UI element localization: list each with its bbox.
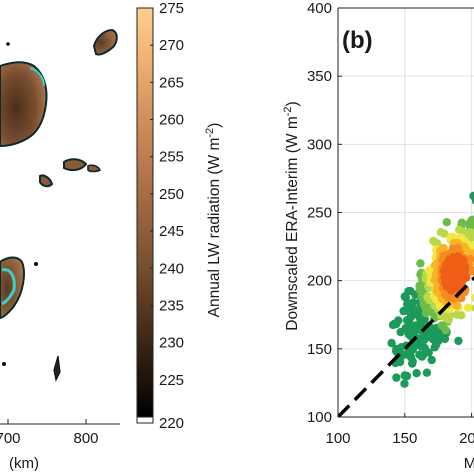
x-axis-label: M: [464, 455, 474, 472]
map-islet: [2, 362, 6, 366]
colorbar-label: Annual LW radiation (W m-2): [204, 123, 223, 318]
scatter-point: [440, 229, 449, 238]
colorbar-tick-label: 240: [159, 260, 184, 277]
map-islet: [87, 164, 102, 173]
map-x-tick-label: 800: [73, 430, 98, 447]
scatter-point: [427, 355, 436, 365]
scatter-point: [422, 368, 432, 377]
y-tick-label: 150: [307, 341, 332, 358]
colorbar-tick-label: 275: [159, 0, 184, 17]
y-tick-label: 350: [307, 68, 332, 85]
colorbar-tick-label: 225: [159, 372, 184, 389]
colorbar-tick-label: 255: [159, 149, 184, 166]
colorbar-gradient: [137, 8, 153, 417]
scatter-panel: 100 150 200 250 300 350 400 100 150 200 (b) Down…: [282, 0, 474, 472]
scatter-point: [416, 259, 425, 268]
map-island-large: [0, 61, 48, 148]
scatter-point: [387, 338, 396, 348]
colorbar-tick-label: 260: [159, 112, 184, 129]
x-tick-label: 150: [392, 430, 417, 447]
y-tick-label: 100: [307, 409, 332, 426]
map-panel: 700 800 (km): [0, 28, 120, 472]
scatter-point: [408, 298, 418, 307]
y-tick-label: 400: [307, 0, 332, 17]
y-tick-label: 300: [307, 136, 332, 153]
x-tick-label: 100: [325, 430, 350, 447]
scatter-point: [471, 197, 474, 205]
colorbar-bottom-swatch: [136, 416, 154, 424]
map-islet: [53, 355, 61, 382]
colorbar: 275 270 265 260 255 250 245 240 235 230 225 220 Ann…: [136, 0, 223, 432]
scatter-point: [452, 310, 462, 319]
scatter-point: [412, 369, 421, 378]
scatter-point: [392, 373, 401, 382]
map-island-small-ne: [92, 28, 118, 56]
scatter-point: [401, 293, 410, 302]
one-to-one-line: [338, 275, 474, 417]
scatter-point: [471, 293, 474, 302]
scatter-point: [452, 269, 461, 278]
scatter-point: [454, 336, 463, 346]
y-axis-label: Downscaled ERA-Interim (W m-2): [282, 101, 301, 330]
map-x-axis-label: (km): [9, 455, 39, 472]
map-x-tick-label: 700: [0, 430, 21, 447]
colorbar-tick-label: 265: [159, 74, 184, 91]
scatter-point: [463, 303, 473, 312]
colorbar-tick-label: 235: [159, 297, 184, 314]
panel-label: (b): [342, 27, 373, 54]
map-islet: [39, 174, 54, 188]
scatter-point: [471, 304, 474, 312]
y-tick-label: 200: [307, 273, 332, 290]
scatter-point: [394, 316, 403, 325]
x-tick-label: 200: [459, 430, 474, 447]
map-islet: [34, 262, 38, 266]
scatter-point: [402, 371, 412, 381]
map-island-lower: [0, 256, 25, 320]
colorbar-tick-label: 230: [159, 335, 184, 352]
colorbar-tick-label: 270: [159, 37, 184, 54]
colorbar-tick-label: 245: [159, 223, 184, 240]
map-island-coast: [1, 268, 16, 306]
scatter-point: [469, 191, 474, 201]
colorbar-tick-label: 250: [159, 186, 184, 203]
map-island-coast: [29, 67, 45, 87]
map-islet: [6, 42, 10, 46]
scatter-point: [400, 379, 409, 388]
colorbar-tick-label: 220: [159, 415, 184, 432]
colorbar-frame: [136, 7, 154, 424]
scatter-point: [442, 218, 451, 227]
map-islet: [63, 158, 88, 172]
y-tick-label: 250: [307, 205, 332, 222]
